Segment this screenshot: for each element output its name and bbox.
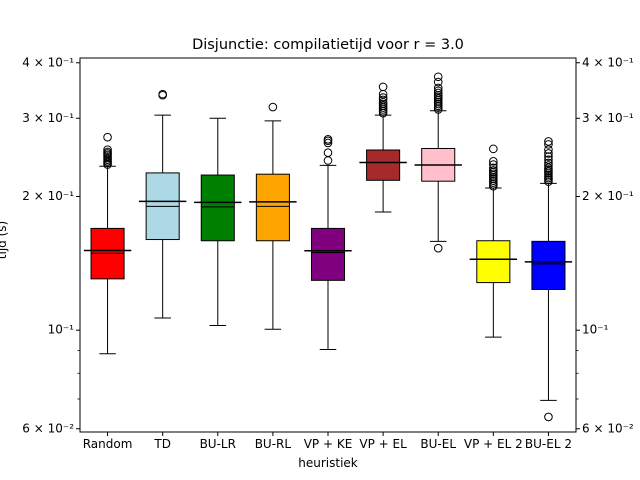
flier-point: [323, 156, 333, 165]
flier-point: [544, 155, 553, 165]
flier-point: [433, 72, 443, 82]
box-iqr: [310, 227, 346, 281]
flier-point: [489, 157, 498, 166]
y-tick-label: 6 × 10⁻²: [22, 421, 74, 435]
x-tick-label: VP + KE: [304, 437, 353, 451]
flier-point: [489, 160, 498, 169]
plot-area: [79, 57, 577, 433]
flier-point: [489, 166, 498, 175]
x-tick-label: VP + EL: [359, 437, 407, 451]
box-iqr: [476, 240, 511, 284]
x-axis: Random TD BU-LR BU-RL VP + KE VP + EL BU-EL VP …: [83, 432, 572, 451]
flier-point: [433, 83, 443, 93]
flier-point: [268, 102, 278, 112]
flier-point: [103, 145, 112, 154]
flier-point: [378, 97, 388, 107]
box-vp-el-2: [469, 144, 518, 338]
x-tick-label: BU-LR: [200, 437, 236, 451]
flier-point: [433, 77, 443, 87]
box-vp-el: [359, 82, 407, 213]
y-axis-label: tijd (s): [0, 221, 9, 259]
flier-point: [103, 132, 112, 142]
box-random: [83, 132, 132, 355]
flier-point: [378, 95, 388, 105]
y-tick-label: 10⁻¹: [582, 323, 609, 337]
flier-point: [544, 152, 553, 161]
box-iqr: [200, 174, 235, 242]
box-iqr: [366, 149, 401, 181]
x-tick-label: VP + EL 2: [464, 437, 523, 451]
flier-point: [103, 147, 112, 157]
flier-point: [544, 140, 553, 149]
flier-point: [544, 149, 553, 158]
flier-point: [323, 138, 333, 148]
flier-point: [544, 145, 553, 154]
x-tick-label: BU-RL: [255, 437, 292, 451]
flier-point: [489, 163, 498, 173]
flier-point: [544, 163, 553, 173]
x-axis-label: heuristiek: [298, 456, 358, 470]
y-axis-right: 6 × 10⁻² 10⁻¹ 2 × 10⁻¹ 3 × 10⁻¹ 4 × 10⁻¹: [576, 55, 634, 435]
flier-point: [544, 161, 553, 170]
box-bu-rl: [249, 102, 297, 330]
y-tick-label: 3 × 10⁻¹: [582, 111, 634, 125]
y-tick-label: 2 × 10⁻¹: [582, 189, 634, 203]
x-tick-label: TD: [153, 437, 171, 451]
flier-point: [323, 135, 333, 144]
y-tick-label: 3 × 10⁻¹: [22, 111, 74, 125]
box-iqr: [531, 240, 566, 290]
flier-point: [378, 82, 388, 92]
x-tick-label: BU-EL 2: [525, 437, 572, 451]
flier-point: [158, 89, 167, 99]
x-tick-label: BU-EL: [420, 437, 456, 451]
box-bu-el: [414, 72, 462, 253]
flier-point: [378, 93, 388, 102]
y-axis-left: 6 × 10⁻² 10⁻¹ 2 × 10⁻¹ 3 × 10⁻¹ 4 × 10⁻¹: [22, 55, 80, 435]
flier-point: [433, 88, 443, 98]
box-bu-el-2: [524, 137, 573, 422]
y-tick-label: 4 × 10⁻¹: [582, 55, 634, 69]
box-iqr: [255, 173, 290, 242]
flier-point: [323, 148, 333, 157]
flier-point: [433, 243, 443, 253]
flier-point: [544, 412, 553, 422]
chart-title: Disjunctie: compilatietijd voor r = 3.0: [192, 37, 464, 53]
flier-point: [544, 137, 553, 146]
box-td: [138, 89, 187, 319]
y-tick-label: 2 × 10⁻¹: [22, 189, 74, 203]
y-tick-label: 6 × 10⁻²: [582, 421, 634, 435]
flier-point: [433, 86, 443, 96]
flier-point: [489, 144, 498, 154]
x-tick-label: Random: [83, 437, 133, 451]
y-tick-label: 10⁻¹: [48, 323, 75, 337]
y-tick-label: 4 × 10⁻¹: [22, 55, 74, 69]
flier-point: [544, 158, 553, 168]
box-bu-lr: [194, 117, 242, 326]
box-vp-ke: [304, 135, 352, 350]
